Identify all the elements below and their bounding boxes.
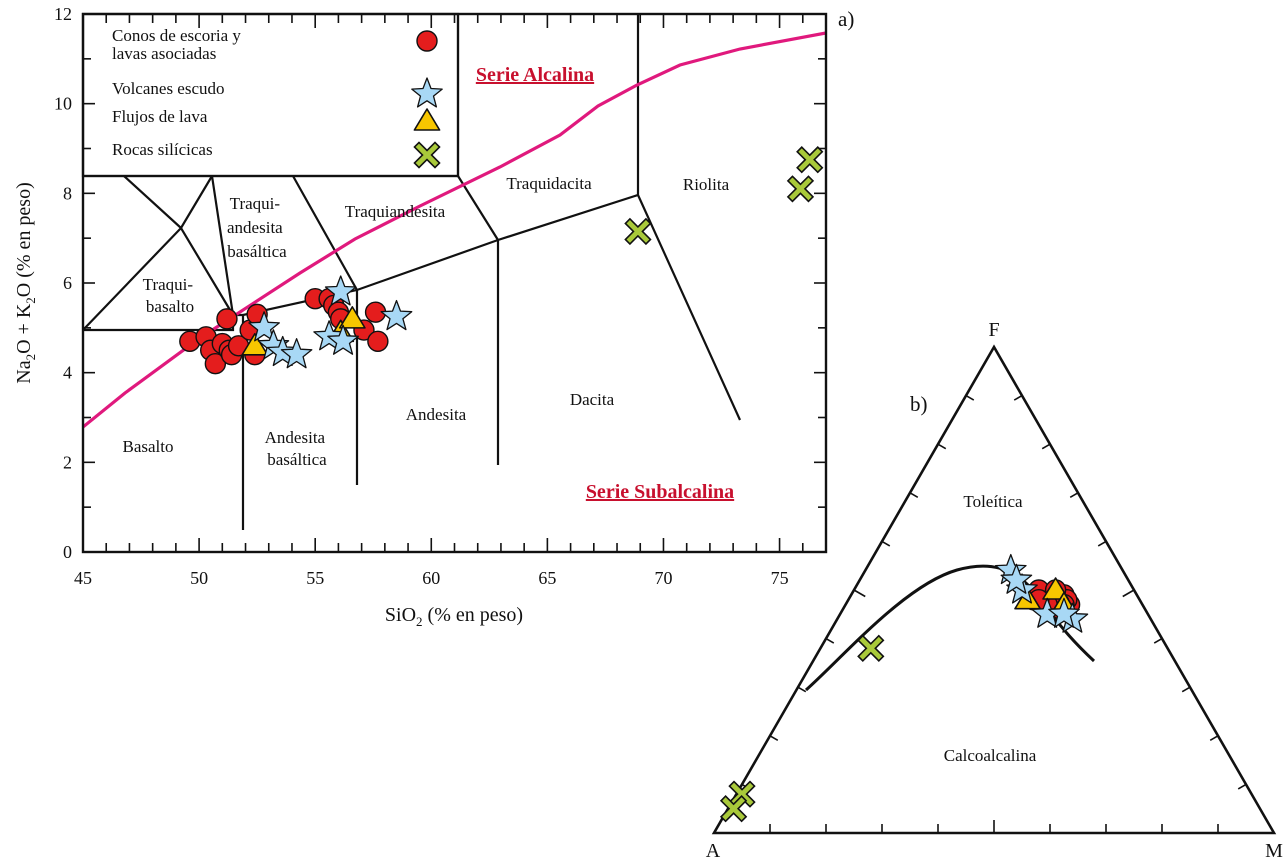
field-boundary (292, 175, 359, 485)
y-tick-label: 10 (54, 94, 72, 114)
tas-markers (179, 146, 824, 375)
y-tick-label: 12 (54, 4, 72, 24)
panel-label-a: a) (838, 7, 854, 31)
legend: Conos de escoria y lavas asociadas Volcane… (112, 26, 443, 169)
vertex-a: A (706, 840, 721, 861)
field-toleitica: Toleítica (963, 492, 1023, 511)
tas-diagram: 45 50 55 60 65 70 75 0 2 4 6 8 10 12 Conos de escoria… (13, 4, 854, 629)
afm-tick (1181, 686, 1191, 693)
afm-tick (797, 686, 807, 693)
x-tick-label: 60 (422, 568, 440, 588)
tas-point-star (248, 311, 280, 342)
y-tick-label: 8 (63, 183, 72, 203)
field-traquibasalto: Traqui- basalto (143, 275, 198, 316)
afm-markers (719, 553, 1089, 823)
afm-tick (1069, 492, 1079, 498)
field-traquiandesita-basaltica: Traqui- andesita basáltica (227, 194, 287, 261)
field-dacita: Dacita (570, 390, 615, 409)
x-tick-label: 45 (74, 568, 92, 588)
x-axis-ticks (105, 14, 804, 552)
y-tick-label: 0 (63, 542, 72, 562)
x-tick-label: 65 (538, 568, 556, 588)
legend-label: Conos de escoria y lavas asociadas (112, 26, 241, 63)
series-alcalina-label: Serie Alcalina (476, 64, 594, 86)
series-subalcalina-label: Serie Subalcalina (586, 481, 734, 503)
afm-point-cross (728, 780, 756, 808)
afm-diagram: F A M Toleítica Calcoalcalina b) (706, 319, 1283, 861)
field-andesita-basaltica: Andesita basáltica (265, 428, 330, 469)
field-riolita: Riolita (683, 175, 730, 194)
tas-point-cross (796, 146, 824, 174)
afm-tick (1122, 589, 1135, 598)
afm-tick (1041, 443, 1051, 450)
y-tick-label: 6 (63, 273, 72, 293)
tas-point-star (380, 299, 413, 331)
x-tick-label: 70 (654, 568, 672, 588)
legend-marker-star (411, 77, 443, 108)
afm-tick (1237, 783, 1247, 790)
tas-point-triangle (241, 332, 269, 356)
field-boundary (210, 175, 639, 317)
y-axis-title: Na2O + K2O (% en peso) (13, 182, 38, 383)
y-tick-label: 2 (63, 452, 72, 472)
vertex-f: F (988, 319, 999, 341)
afm-point-cross (719, 795, 748, 823)
y-tick-label: 4 (63, 363, 72, 383)
tas-point-circle (204, 353, 227, 375)
tas-point-star (280, 338, 313, 369)
tas-point-cross (786, 175, 815, 203)
afm-tick (1209, 735, 1219, 741)
tas-point-circle (216, 308, 238, 330)
afm-tick (909, 492, 919, 498)
panel-label-b: b) (910, 392, 928, 416)
legend-marker-cross (413, 141, 441, 169)
vertex-m: M (1265, 840, 1283, 861)
afm-point-star (1048, 597, 1080, 628)
legend-label: Volcanes escudo (112, 79, 225, 98)
field-calcoalcalina: Calcoalcalina (944, 746, 1037, 765)
afm-tick (937, 443, 947, 450)
field-boundary (457, 175, 500, 465)
field-andesita: Andesita (406, 405, 467, 424)
x-tick-label: 75 (771, 568, 789, 588)
field-boundary (636, 14, 742, 421)
legend-label: Flujos de lava (112, 107, 208, 126)
field-traquidacita: Traquidacita (506, 174, 592, 193)
tas-point-triangle (338, 306, 366, 329)
afm-point-cross (857, 634, 885, 662)
legend-label: Rocas silícicas (112, 140, 213, 159)
tas-point-star (324, 275, 357, 306)
x-axis-title: SiO2 (% en peso) (385, 604, 523, 629)
afm-tick (1153, 637, 1163, 644)
tas-point-cross (624, 217, 652, 246)
y-axis-ticks (83, 58, 826, 508)
legend-box (81, 12, 460, 178)
field-boundary (123, 175, 213, 230)
afm-tick (769, 735, 779, 741)
afm-tick (965, 394, 975, 401)
field-traquiandesita: Traquiandesita (345, 202, 446, 221)
field-basalto: Basalto (123, 437, 174, 456)
x-tick-label: 55 (306, 568, 324, 588)
tick-labels: 45 50 55 60 65 70 75 0 2 4 6 8 10 12 (54, 4, 789, 588)
afm-tick (1013, 394, 1023, 401)
afm-point-star (1000, 563, 1033, 594)
afm-tick (881, 540, 891, 547)
afm-tick (1097, 540, 1107, 547)
legend-marker-triangle (413, 108, 441, 131)
afm-tick (853, 589, 866, 598)
afm-point-triangle (1042, 577, 1069, 600)
x-tick-label: 50 (190, 568, 208, 588)
afm-tick (825, 637, 835, 644)
legend-marker-circle (416, 30, 438, 52)
afm-ticks (741, 394, 1247, 833)
tas-point-circle (367, 330, 389, 352)
tas-point-star (327, 324, 359, 355)
